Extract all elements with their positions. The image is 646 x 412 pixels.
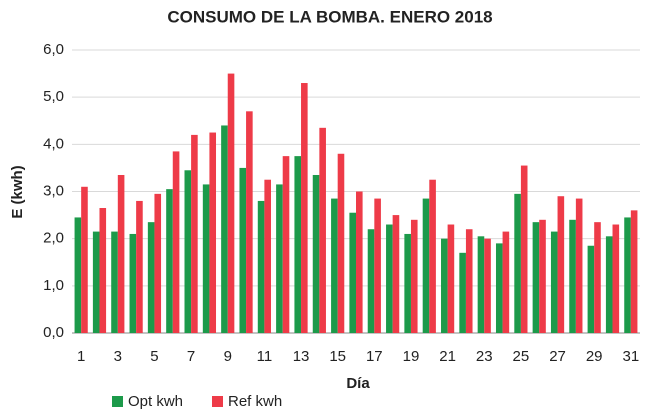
x-tick-label: 21 bbox=[439, 348, 456, 365]
bar bbox=[594, 222, 601, 333]
y-tick-label: 5,0 bbox=[43, 88, 64, 105]
bar bbox=[459, 252, 466, 333]
x-tick-label: 31 bbox=[622, 348, 639, 365]
y-tick-label: 3,0 bbox=[43, 182, 64, 199]
bar bbox=[294, 156, 302, 333]
bar bbox=[349, 212, 356, 333]
bar bbox=[429, 179, 436, 333]
bar bbox=[166, 189, 173, 333]
x-tick-label: 23 bbox=[476, 348, 493, 365]
x-tick-label: 29 bbox=[586, 348, 603, 365]
bar bbox=[92, 231, 100, 333]
bar bbox=[282, 156, 290, 333]
bar bbox=[514, 193, 521, 333]
legend-swatch bbox=[212, 396, 223, 407]
bar bbox=[447, 224, 455, 333]
bar bbox=[184, 170, 192, 333]
x-tick-label: 11 bbox=[257, 348, 273, 365]
bar bbox=[484, 238, 491, 333]
bar bbox=[172, 151, 180, 333]
y-tick-label: 4,0 bbox=[43, 135, 64, 152]
bar bbox=[202, 184, 210, 333]
y-tick-label: 2,0 bbox=[43, 230, 64, 247]
x-tick-label: 7 bbox=[187, 348, 195, 365]
x-tick-label: 19 bbox=[403, 348, 420, 365]
y-tick-label: 6,0 bbox=[43, 41, 64, 58]
x-tick-label: 1 bbox=[77, 348, 85, 365]
bar bbox=[422, 198, 430, 333]
y-tick-label: 0,0 bbox=[43, 324, 64, 341]
y-tick-label: 1,0 bbox=[43, 277, 64, 294]
bar bbox=[392, 215, 400, 333]
bar bbox=[587, 245, 595, 333]
bar bbox=[331, 198, 338, 333]
bar bbox=[569, 219, 576, 333]
bar bbox=[539, 219, 546, 333]
bar bbox=[191, 134, 198, 333]
x-axis-label: Día bbox=[346, 375, 370, 392]
bar bbox=[532, 222, 540, 333]
bar bbox=[81, 186, 88, 333]
bar bbox=[301, 83, 308, 334]
bar bbox=[386, 224, 393, 333]
x-tick-label: 27 bbox=[549, 348, 566, 365]
bar bbox=[246, 111, 253, 333]
bar bbox=[356, 191, 363, 333]
x-tick-label: 13 bbox=[293, 348, 310, 365]
bar bbox=[257, 200, 265, 333]
bar bbox=[136, 200, 143, 333]
bar bbox=[374, 198, 381, 333]
bar bbox=[477, 236, 485, 333]
bar bbox=[74, 217, 82, 333]
bar bbox=[319, 127, 326, 333]
bar bbox=[154, 193, 162, 333]
chart-title: CONSUMO DE LA BOMBA. ENERO 2018 bbox=[167, 7, 492, 26]
bar bbox=[117, 174, 125, 333]
y-axis-label: E (kwh) bbox=[9, 165, 26, 218]
bar bbox=[221, 125, 228, 333]
bar bbox=[239, 167, 247, 333]
bar bbox=[312, 174, 320, 333]
bar bbox=[612, 224, 620, 333]
bar bbox=[367, 229, 375, 333]
bar bbox=[404, 233, 411, 333]
bar bbox=[129, 233, 137, 333]
bar bbox=[337, 153, 345, 333]
bar bbox=[441, 238, 448, 333]
bar bbox=[557, 196, 565, 333]
bar bbox=[147, 222, 155, 333]
bar bbox=[630, 210, 638, 333]
bar bbox=[99, 208, 107, 333]
x-tick-label: 17 bbox=[366, 348, 383, 365]
bar bbox=[410, 219, 418, 333]
bar bbox=[605, 236, 613, 333]
bar bbox=[465, 229, 473, 333]
x-tick-label: 9 bbox=[224, 348, 232, 365]
x-tick-label: 25 bbox=[513, 348, 530, 365]
bar bbox=[575, 198, 583, 333]
bar bbox=[276, 184, 283, 333]
legend-label: Ref kwh bbox=[228, 393, 282, 410]
legend-swatch bbox=[112, 396, 123, 407]
x-tick-label: 3 bbox=[114, 348, 122, 365]
bar bbox=[520, 165, 528, 333]
bar bbox=[209, 132, 217, 333]
bar bbox=[227, 73, 235, 333]
x-tick-label: 15 bbox=[329, 348, 346, 365]
x-tick-label: 5 bbox=[150, 348, 158, 365]
bar bbox=[495, 243, 503, 333]
legend-label: Opt kwh bbox=[128, 393, 183, 410]
bar bbox=[111, 231, 118, 333]
bar bbox=[624, 217, 631, 333]
bar bbox=[550, 231, 558, 333]
bar bbox=[264, 179, 271, 333]
bar bbox=[502, 231, 510, 333]
